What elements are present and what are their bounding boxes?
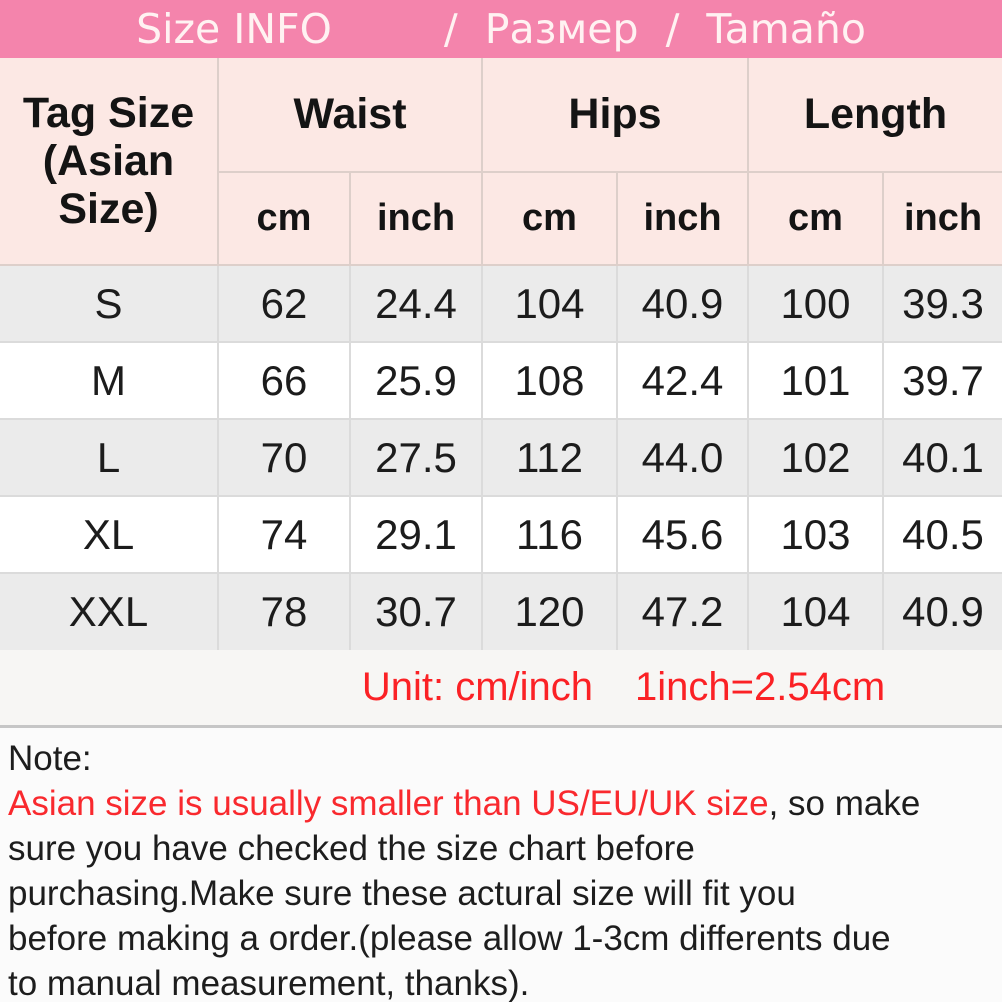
conversion-label: 1inch=2.54cm	[635, 665, 886, 709]
unit-header-cell: cm	[747, 171, 884, 266]
unit-header-cell: inch	[349, 171, 483, 266]
value-cell: 104	[481, 264, 618, 343]
note-black-text: , so make	[768, 784, 921, 823]
note-line: to manual measurement, thanks).	[8, 964, 530, 1002]
size-cell: XXL	[0, 572, 219, 651]
value-cell: 104	[747, 572, 884, 651]
corner-header-cell: Tag Size (Asian Size)	[0, 57, 219, 266]
unit-header-cell: inch	[882, 171, 1002, 266]
value-cell: 44.0	[616, 418, 749, 497]
group-header-hips: Hips	[481, 57, 749, 173]
value-cell: 47.2	[616, 572, 749, 651]
value-cell: 24.4	[349, 264, 483, 343]
value-cell: 108	[481, 341, 618, 420]
value-cell: 116	[481, 495, 618, 574]
value-cell: 40.9	[616, 264, 749, 343]
size-cell: M	[0, 341, 219, 420]
table-row: S 62 24.4 104 40.9 100 39.3	[0, 264, 1002, 343]
value-cell: 120	[481, 572, 618, 651]
value-cell: 40.5	[882, 495, 1002, 574]
size-cell: L	[0, 418, 219, 497]
table-group-header-row: Tag Size (Asian Size) Waist Hips Length	[0, 57, 1002, 266]
group-header-length: Length	[747, 57, 1002, 173]
note-line: before making a order.(please allow 1-3c…	[8, 919, 891, 958]
value-cell: 101	[747, 341, 884, 420]
table-row: XL 74 29.1 116 45.6 103 40.5	[0, 495, 1002, 574]
value-cell: 70	[217, 418, 351, 497]
title-size-info: Size INFO	[136, 4, 332, 53]
title-separator: /	[443, 4, 458, 53]
value-cell: 29.1	[349, 495, 483, 574]
table-row: L 70 27.5 112 44.0 102 40.1	[0, 418, 1002, 497]
size-cell: XL	[0, 495, 219, 574]
value-cell: 103	[747, 495, 884, 574]
group-header-waist: Waist	[217, 57, 483, 173]
value-cell: 66	[217, 341, 351, 420]
title-separator: /	[665, 4, 680, 53]
value-cell: 39.3	[882, 264, 1002, 343]
value-cell: 74	[217, 495, 351, 574]
value-cell: 112	[481, 418, 618, 497]
note-line: sure you have checked the size chart bef…	[8, 829, 695, 868]
table-row: XXL 78 30.7 120 47.2 104 40.9	[0, 572, 1002, 651]
value-cell: 39.7	[882, 341, 1002, 420]
title-tamano: Tamaño	[706, 4, 866, 53]
value-cell: 100	[747, 264, 884, 343]
size-table: Tag Size (Asian Size) Waist Hips Length …	[0, 57, 1002, 651]
note-line: purchasing.Make sure these actural size …	[8, 874, 796, 913]
unit-header-cell: cm	[481, 171, 618, 266]
note-label: Note:	[8, 739, 92, 778]
value-cell: 78	[217, 572, 351, 651]
note-red-text: Asian size is usually smaller than US/EU…	[8, 784, 769, 823]
unit-header-cell: cm	[217, 171, 351, 266]
title-razmer: Размер	[484, 4, 639, 53]
table-unit-header-row: cm inch cm inch cm inch	[0, 171, 1002, 266]
title-bar: Size INFO / Размер / Tamaño	[0, 0, 1002, 58]
size-cell: S	[0, 264, 219, 343]
value-cell: 62	[217, 264, 351, 343]
table-row: M 66 25.9 108 42.4 101 39.7	[0, 341, 1002, 420]
value-cell: 102	[747, 418, 884, 497]
value-cell: 25.9	[349, 341, 483, 420]
unit-strip: Unit: cm/inch 1inch=2.54cm	[0, 650, 1002, 728]
unit-header-cell: inch	[616, 171, 749, 266]
value-cell: 40.9	[882, 572, 1002, 651]
note-section: Note: Asian size is usually smaller than…	[0, 728, 1002, 1002]
value-cell: 30.7	[349, 572, 483, 651]
note-line: Asian size is usually smaller than US/EU…	[8, 781, 994, 826]
value-cell: 40.1	[882, 418, 1002, 497]
value-cell: 45.6	[616, 495, 749, 574]
unit-label: Unit: cm/inch	[361, 665, 593, 709]
value-cell: 42.4	[616, 341, 749, 420]
value-cell: 27.5	[349, 418, 483, 497]
